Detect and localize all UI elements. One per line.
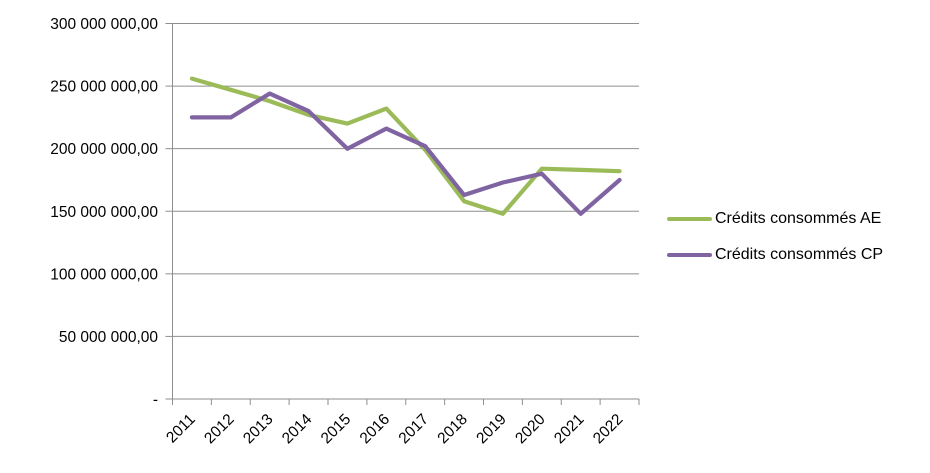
x-axis-label: 2013 <box>240 411 276 447</box>
x-axis-label: 2016 <box>357 411 393 447</box>
legend-line-swatch-ae <box>667 217 712 221</box>
series-line-cp <box>189 91 622 216</box>
x-axis-label: 2012 <box>201 411 237 447</box>
x-axis-label: 2017 <box>396 411 432 447</box>
x-axis-label: 2020 <box>512 411 549 448</box>
x-axis-label: 2019 <box>473 411 509 447</box>
y-axis-label: - <box>153 392 158 409</box>
x-axis-label: 2015 <box>318 411 354 447</box>
x-axis-label: 2022 <box>590 411 626 447</box>
y-axis-label: 250 000 000,00 <box>50 79 158 96</box>
x-axis-label: 2021 <box>551 411 587 447</box>
x-axis-label: 2018 <box>434 411 470 447</box>
y-axis-label: 300 000 000,00 <box>50 16 158 33</box>
y-axis-label: 50 000 000,00 <box>59 329 159 346</box>
legend-item-cp: Crédits consommés CP <box>667 243 883 267</box>
legend-item-ae: Crédits consommés AE <box>667 207 883 231</box>
legend-line-swatch-cp <box>667 253 712 257</box>
series-line-ae <box>189 76 622 216</box>
y-axis-label: 150 000 000,00 <box>50 204 158 221</box>
x-axis-label: 2011 <box>163 411 199 447</box>
chart-legend: Crédits consommés AE Crédits consommés C… <box>667 207 883 267</box>
x-axis-label: 2014 <box>279 411 316 448</box>
y-axis-label: 200 000 000,00 <box>50 141 158 158</box>
legend-label-ae: Crédits consommés AE <box>715 210 882 227</box>
legend-label-cp: Crédits consommés CP <box>715 246 884 263</box>
y-axis-label: 100 000 000,00 <box>50 266 158 283</box>
